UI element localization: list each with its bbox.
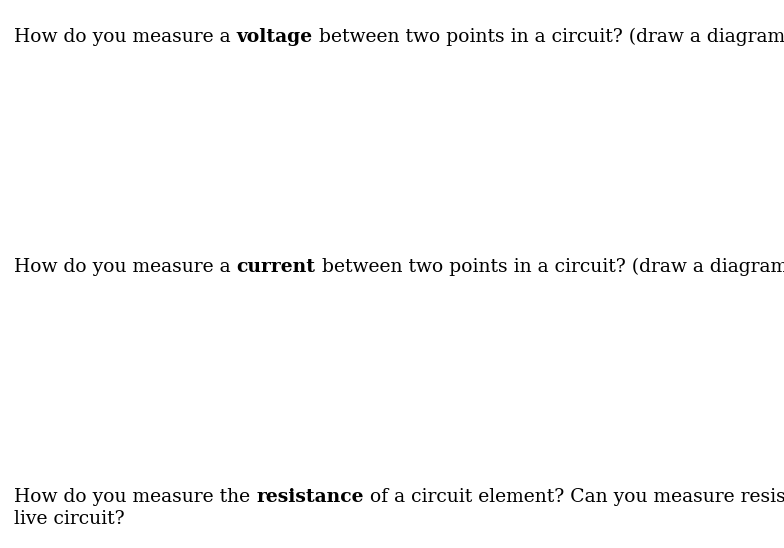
Text: How do you measure a: How do you measure a	[14, 28, 237, 46]
Text: How do you measure a: How do you measure a	[14, 258, 237, 276]
Text: current: current	[237, 258, 316, 276]
Text: How do you measure the: How do you measure the	[14, 488, 256, 506]
Text: voltage: voltage	[237, 28, 313, 46]
Text: resistance: resistance	[256, 488, 364, 506]
Text: of a circuit element? Can you measure resistance in a: of a circuit element? Can you measure re…	[364, 488, 784, 506]
Text: between two points in a circuit? (draw a diagram): between two points in a circuit? (draw a…	[313, 28, 784, 46]
Text: live circuit?: live circuit?	[14, 510, 125, 528]
Text: between two points in a circuit? (draw a diagram): between two points in a circuit? (draw a…	[316, 258, 784, 276]
